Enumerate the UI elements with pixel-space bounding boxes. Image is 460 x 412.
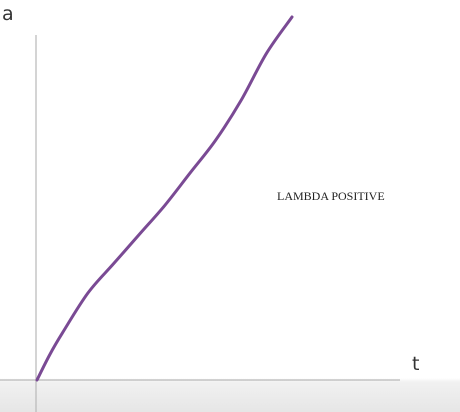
series-layer	[35, 15, 294, 382]
y-axis-label: a	[2, 3, 14, 25]
series-line-0	[35, 15, 294, 382]
x-axis-label: t	[412, 353, 419, 375]
annotation-lambda-positive: LAMBDA POSITIVE	[277, 189, 385, 203]
